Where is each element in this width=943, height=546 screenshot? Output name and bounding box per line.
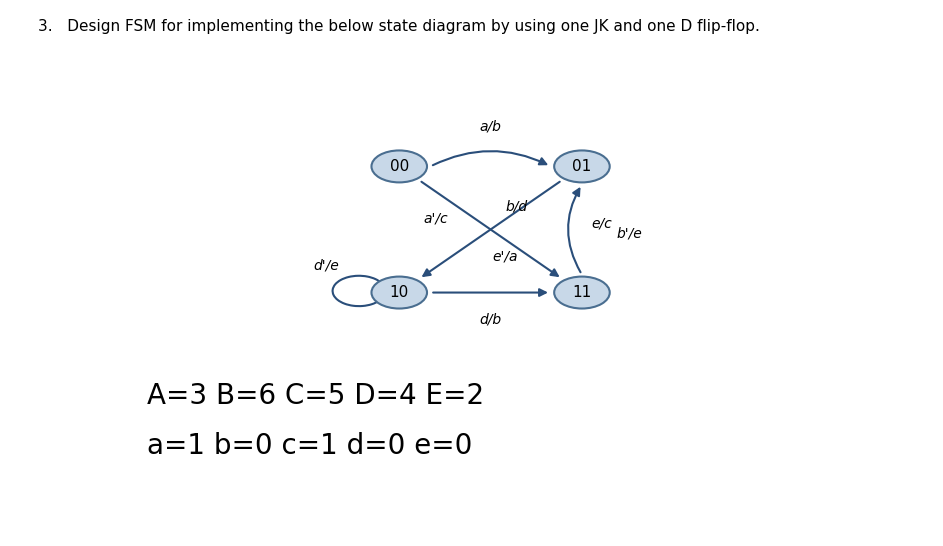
Text: e'/a: e'/a [492, 250, 518, 264]
Text: d/b: d/b [480, 313, 502, 327]
Circle shape [372, 151, 427, 182]
Text: 01: 01 [572, 159, 591, 174]
Text: a/b: a/b [480, 120, 502, 133]
Circle shape [554, 151, 610, 182]
Text: 10: 10 [389, 285, 409, 300]
Text: a'/c: a'/c [423, 212, 448, 226]
Text: a=1 b=0 c=1 d=0 e=0: a=1 b=0 c=1 d=0 e=0 [147, 432, 472, 460]
Text: b/d: b/d [505, 199, 527, 213]
Circle shape [554, 277, 610, 308]
Text: 11: 11 [572, 285, 591, 300]
Text: 3.   Design FSM for implementing the below state diagram by using one JK and one: 3. Design FSM for implementing the below… [38, 19, 760, 34]
Text: b'/e: b'/e [617, 227, 642, 241]
Text: A=3 B=6 C=5 D=4 E=2: A=3 B=6 C=5 D=4 E=2 [147, 382, 485, 410]
Circle shape [372, 277, 427, 308]
Text: d'/e: d'/e [313, 258, 339, 272]
Text: 00: 00 [389, 159, 409, 174]
Text: e/c: e/c [591, 216, 612, 230]
